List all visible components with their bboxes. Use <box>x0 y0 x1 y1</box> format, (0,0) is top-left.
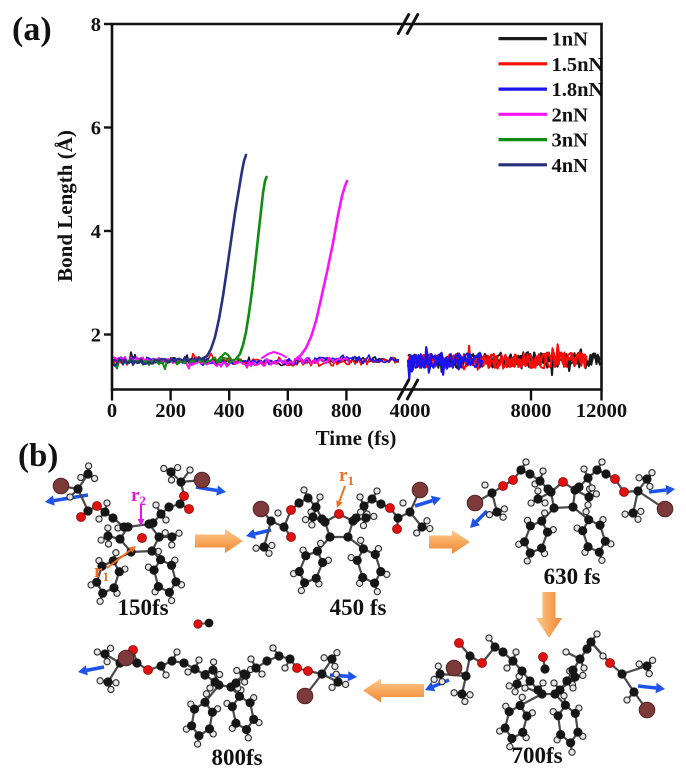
svg-text:(a): (a) <box>12 11 52 48</box>
svg-text:3nN: 3nN <box>552 130 589 152</box>
svg-text:2: 2 <box>91 325 101 347</box>
svg-text:Bond Length (Å): Bond Length (Å) <box>53 130 77 282</box>
svg-text:150fs: 150fs <box>117 595 168 620</box>
svg-text:2nN: 2nN <box>552 104 589 126</box>
svg-text:1.8nN: 1.8nN <box>552 79 604 101</box>
svg-text:4: 4 <box>91 221 101 243</box>
svg-text:800: 800 <box>331 400 362 422</box>
svg-text:0: 0 <box>107 400 117 422</box>
svg-text:4000: 4000 <box>390 400 431 422</box>
svg-text:630 fs: 630 fs <box>544 564 601 589</box>
svg-text:1nN: 1nN <box>552 29 589 51</box>
svg-text:600: 600 <box>272 400 303 422</box>
svg-text:200: 200 <box>155 400 186 422</box>
svg-text:450 fs: 450 fs <box>330 595 387 620</box>
svg-text:800fs: 800fs <box>211 745 262 770</box>
svg-text:8000: 8000 <box>511 400 552 422</box>
svg-text:12000: 12000 <box>576 400 627 422</box>
svg-text:6: 6 <box>91 118 101 140</box>
svg-text:(b): (b) <box>18 438 58 474</box>
svg-text:4nN: 4nN <box>552 155 589 177</box>
svg-text:700fs: 700fs <box>511 743 562 768</box>
svg-text:Time (fs): Time (fs) <box>316 426 397 450</box>
svg-text:1.5nN: 1.5nN <box>552 54 604 76</box>
svg-text:400: 400 <box>214 400 245 422</box>
svg-text:8: 8 <box>91 14 101 36</box>
